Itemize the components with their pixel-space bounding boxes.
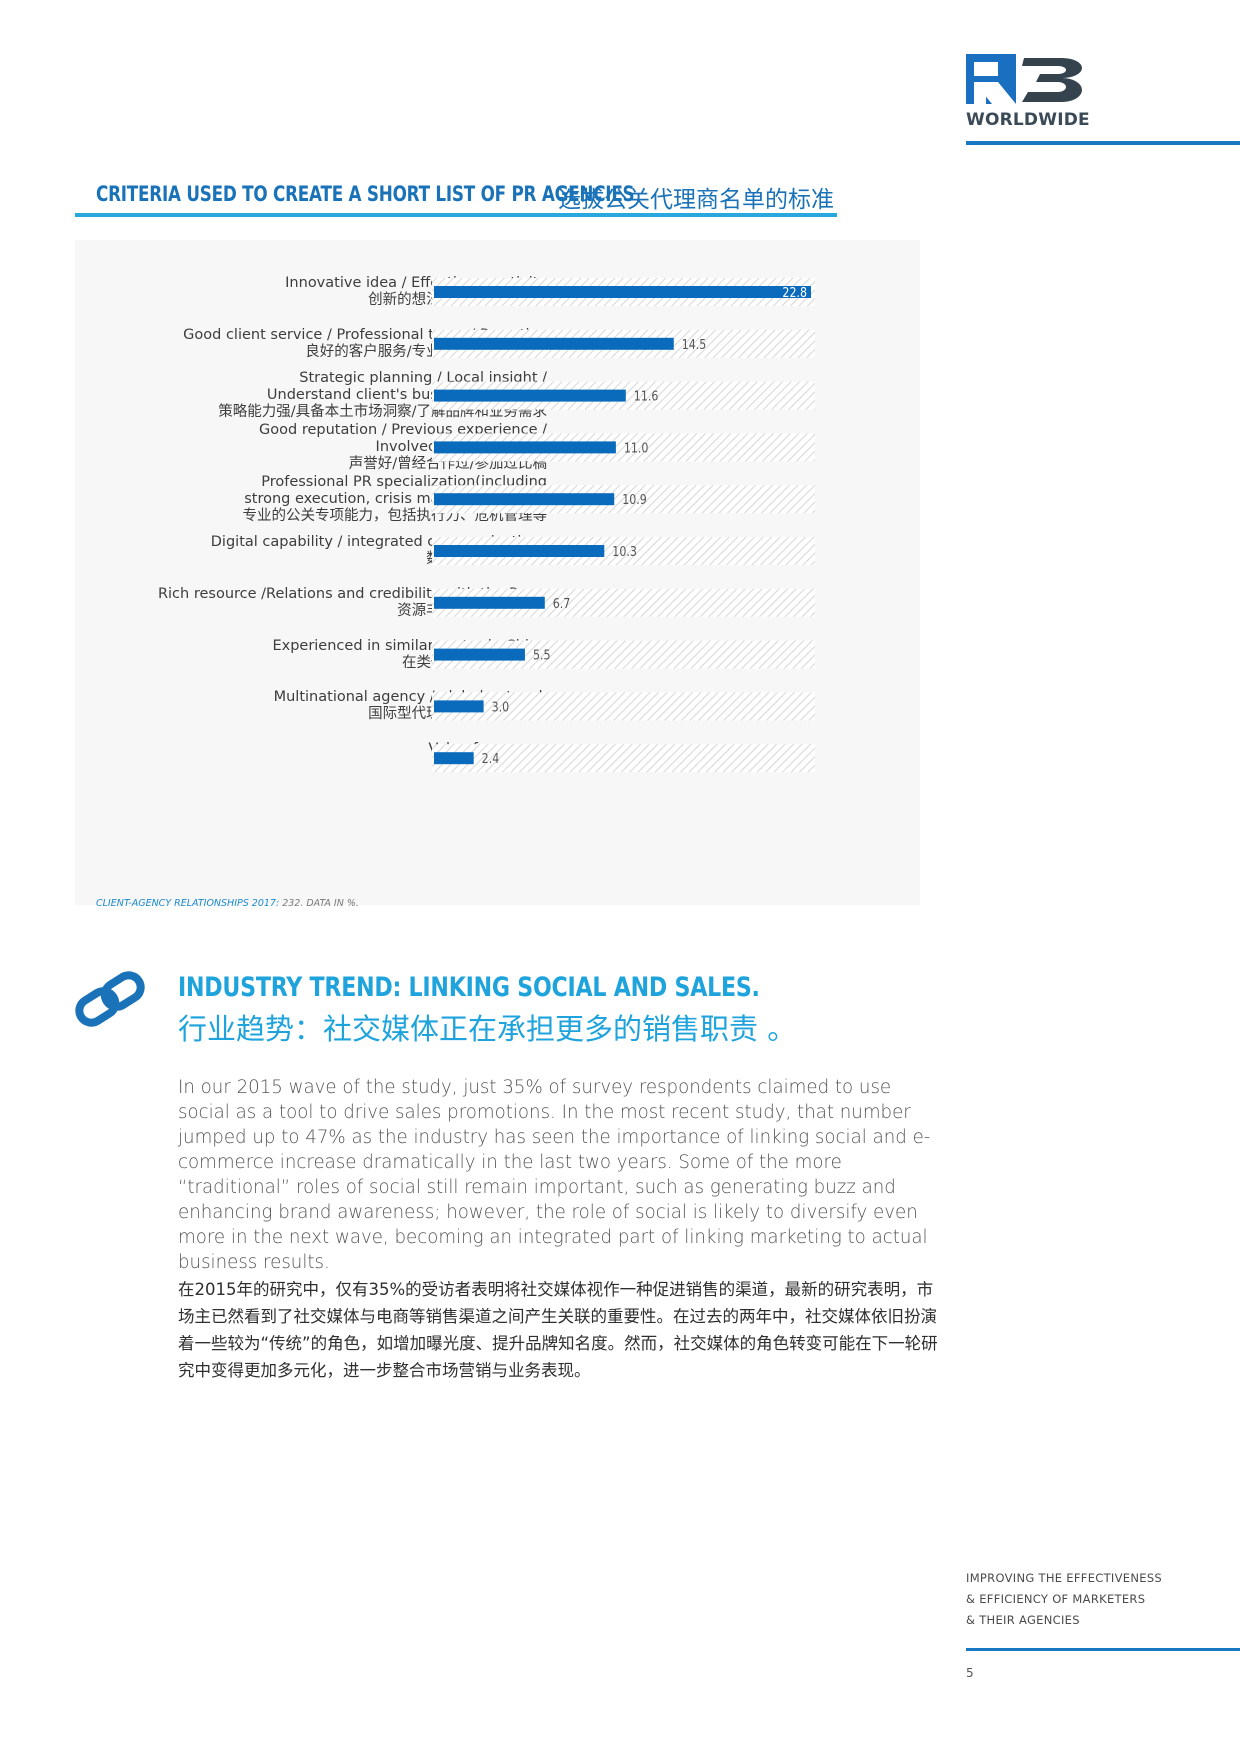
r3-logo-mark: [966, 54, 1082, 104]
bar-value-label: 11.6: [634, 389, 659, 404]
chart-heading: CRITERIA USED TO CREATE A SHORT LIST OF …: [96, 182, 834, 213]
chain-link-icon: [75, 971, 145, 1027]
bar-value-label: 10.9: [622, 492, 647, 507]
bar: [434, 286, 811, 298]
bar: [434, 752, 474, 765]
source-note: CLIENT-AGENCY RELATIONSHIPS 2017: 232. D…: [96, 898, 359, 909]
bar-value-label: 14.5: [682, 337, 707, 352]
bar: [434, 493, 615, 506]
bar: [434, 545, 605, 557]
bar-value-label: 5.5: [533, 648, 551, 663]
bar-chart-panel: Innovative idea / Effective creativity创新…: [75, 240, 920, 905]
bar-track: [432, 692, 815, 721]
bar: [434, 441, 616, 454]
chart-title-en: CRITERIA USED TO CREATE A SHORT LIST OF …: [96, 182, 635, 206]
footer-rule: [966, 1648, 1240, 1651]
header-rule: [966, 141, 1240, 145]
footer-line: & EFFICIENCY OF MARKETERS: [966, 1592, 1146, 1606]
footer-line: IMPROVING THE EFFECTIVENESS: [966, 1571, 1163, 1585]
bar: [434, 648, 525, 661]
bar-chart: 22.8 14.5 11.6 11.0 10.9 10.3 6.7 5.5 3.0 2.4: [432, 278, 815, 773]
chart-title-zh: 选拔公关代理商名单的标准: [558, 187, 834, 213]
bar-value-label: 3.0: [492, 700, 510, 715]
bar: [434, 389, 626, 402]
trend-title-zh: 行业趋势：社交媒体正在承担更多的销售职责 。: [178, 1012, 797, 1046]
heading-rule: [75, 213, 837, 217]
trend-body-en: In our 2015 wave of the study, just 35% …: [178, 1077, 931, 1273]
bar: [434, 700, 484, 713]
bar-value-label: 2.4: [482, 751, 500, 766]
trend-title-en: INDUSTRY TREND: LINKING SOCIAL AND SALES…: [178, 972, 760, 1003]
bar-value-label: 11.0: [624, 441, 649, 456]
bar-value-label: 10.3: [612, 544, 637, 559]
trend-body-zh: 在2015年的研究中，仅有35%的受访者表明将社交媒体视作一种促进销售的渠道，最…: [178, 1280, 938, 1380]
bar-track: [432, 744, 815, 773]
source-note-detail: 232. DATA IN %.: [279, 898, 359, 909]
bar: [434, 337, 674, 350]
bar: [434, 596, 545, 609]
footer-line: & THEIR AGENCIES: [966, 1613, 1080, 1627]
footer-tagline: IMPROVING THE EFFECTIVENESS & EFFICIENCY…: [966, 1568, 1216, 1631]
source-note-label: CLIENT-AGENCY RELATIONSHIPS 2017:: [96, 898, 280, 909]
page-number: 5: [966, 1666, 974, 1680]
logo-wordmark: WORLDWIDE: [966, 110, 1090, 130]
bar-value-label: 6.7: [553, 596, 571, 611]
bar-value-label: 22.8: [782, 285, 807, 300]
